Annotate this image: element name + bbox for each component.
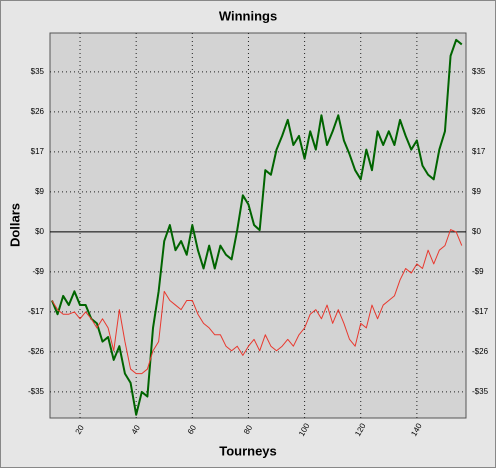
y-tick-label-right: $9 bbox=[472, 187, 481, 196]
y-tick-label: $0 bbox=[35, 227, 44, 236]
y-tick-label: $9 bbox=[35, 187, 44, 196]
plot-area bbox=[49, 32, 467, 419]
y-tick-label: $17 bbox=[31, 147, 45, 156]
y-tick-label-right: -$26 bbox=[472, 347, 489, 356]
series-line bbox=[51, 38, 463, 416]
y-tick-label: $35 bbox=[31, 67, 45, 76]
series-line bbox=[51, 229, 463, 375]
y-tick-label-right: $26 bbox=[472, 107, 486, 116]
y-axis-label: Dollars bbox=[7, 203, 22, 247]
y-tick-label: -$9 bbox=[32, 267, 44, 276]
y-tick-label: -$35 bbox=[28, 387, 45, 396]
chart-title: Winnings bbox=[219, 8, 277, 23]
y-tick-label-right: $35 bbox=[472, 67, 486, 76]
y-tick-label: -$26 bbox=[28, 347, 45, 356]
x-axis-label: Tourneys bbox=[219, 443, 277, 458]
y-tick-label-right: -$9 bbox=[472, 267, 484, 276]
y-tick-label-right: $0 bbox=[472, 227, 481, 236]
y-tick-label-right: $17 bbox=[472, 147, 486, 156]
y-tick-label: -$17 bbox=[28, 307, 45, 316]
y-tick-label: $26 bbox=[31, 107, 45, 116]
y-tick-label-right: -$17 bbox=[472, 307, 489, 316]
y-tick-label-right: -$35 bbox=[472, 387, 489, 396]
